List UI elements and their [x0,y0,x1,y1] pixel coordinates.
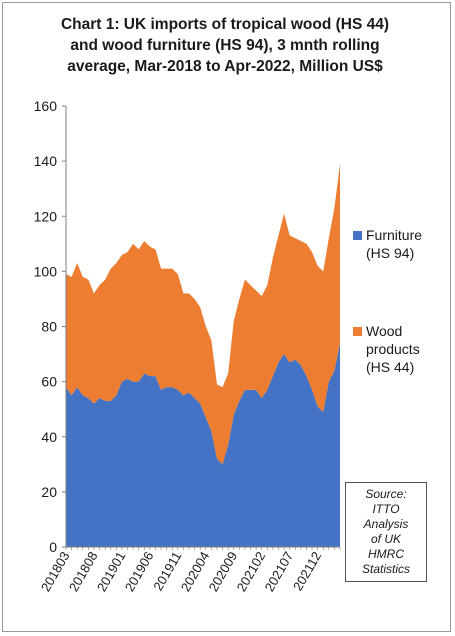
legend-item-furniture: Furniture (HS 94) [353,226,422,262]
chart-title: Chart 1: UK imports of tropical wood (HS… [30,14,420,77]
legend-item-wood-products: Wood products (HS 44) [353,322,420,376]
y-tick-label-160: 160 [34,98,58,114]
source-line-3: Analysis [363,517,409,531]
x-tick-label-202112: 202112 [290,549,324,593]
legend-swatch-wood-products [353,327,362,336]
legend-swatch-furniture [353,231,362,240]
source-line-5: HMRC [368,547,404,561]
chart-title-line-3: average, Mar-2018 to Apr-2022, Million U… [67,58,383,75]
source-line-4: of UK [370,532,401,546]
source-line-1: Source: [365,487,407,501]
area-series-furniture [66,343,340,547]
y-tick-label-140: 140 [34,153,58,169]
y-tick-label-100: 100 [34,263,58,279]
source-line-2: ITTO [372,502,400,516]
chart-title-line-1: Chart 1: UK imports of tropical wood (HS… [60,16,390,33]
y-tick-label-80: 80 [41,319,57,335]
source-box: Source: ITTO Analysis of UK HMRC Statist… [345,482,427,582]
y-tick-label-40: 40 [41,429,57,445]
source-line-6: Statistics [361,562,410,576]
y-tick-label-60: 60 [41,374,57,390]
legend-label-wood-1: Wood [366,323,403,339]
legend-label-furniture-1: Furniture [366,227,423,243]
chart-title-line-2: and wood furniture (HS 94), 3 mnth rolli… [70,37,380,54]
legend-label-wood-2: products [366,341,420,357]
legend-label-wood-3: (HS 44) [366,359,415,375]
y-tick-label-120: 120 [34,208,58,224]
y-tick-label-20: 20 [41,484,57,500]
legend-label-furniture-2: (HS 94) [366,245,415,261]
y-tick-label-0: 0 [49,539,57,555]
area-series-wood-products [66,163,340,465]
